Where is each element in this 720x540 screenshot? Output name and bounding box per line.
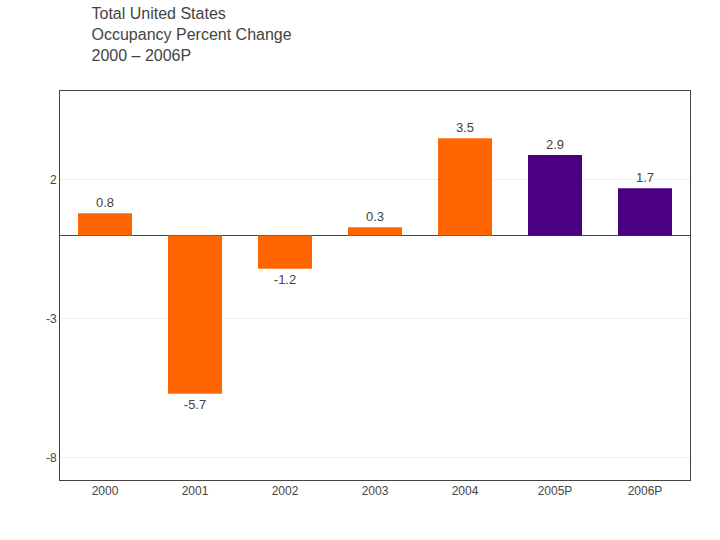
svg-text:-8: -8 [46,451,57,465]
svg-text:2003: 2003 [362,484,389,498]
svg-text:2000: 2000 [92,484,119,498]
svg-text:-5.7: -5.7 [184,397,206,412]
svg-text:2: 2 [50,173,57,187]
svg-text:2.9: 2.9 [546,137,564,152]
svg-text:0.3: 0.3 [366,209,384,224]
svg-text:3.5: 3.5 [456,120,474,135]
svg-text:2001: 2001 [182,484,209,498]
svg-text:Total United StatesOccupancy P: Total United StatesOccupancy Percent Cha… [92,5,292,64]
svg-text:-3: -3 [46,312,57,326]
svg-text:-1.2: -1.2 [274,272,296,287]
svg-text:2006P: 2006P [628,484,663,498]
svg-text:2002: 2002 [272,484,299,498]
svg-text:2005P: 2005P [538,484,573,498]
svg-text:2004: 2004 [452,484,479,498]
svg-text:0.8: 0.8 [96,195,114,210]
svg-text:1.7: 1.7 [636,170,654,185]
